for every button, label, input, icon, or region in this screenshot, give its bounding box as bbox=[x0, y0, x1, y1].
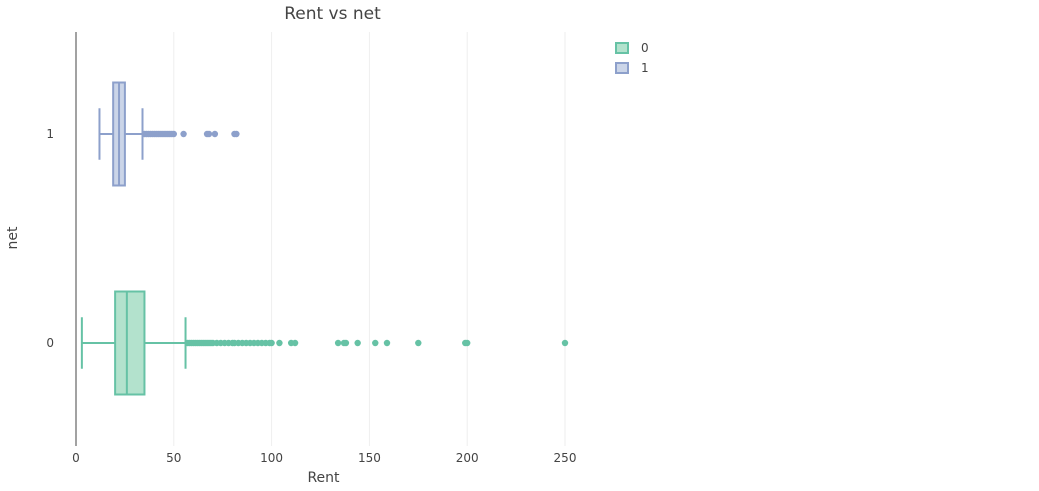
boxes-layer bbox=[80, 81, 569, 396]
legend-label-1: 1 bbox=[641, 61, 649, 75]
outlier-point-0-37 bbox=[372, 339, 379, 347]
outlier-point-0-32 bbox=[291, 339, 299, 347]
box-group-1 bbox=[98, 81, 240, 187]
outlier-point-0-36 bbox=[354, 339, 361, 347]
x-tick-label-0: 0 bbox=[72, 451, 80, 465]
box-iqr-0 bbox=[114, 290, 146, 396]
outlier-point-0-39 bbox=[415, 339, 422, 347]
x-axis-title: Rent bbox=[307, 470, 340, 486]
y-tick-label-0: 0 bbox=[46, 336, 54, 350]
y-axis-title: net bbox=[5, 226, 21, 250]
outlier-point-0-42 bbox=[561, 339, 569, 347]
legend-item-1[interactable]: 1 bbox=[615, 58, 649, 78]
x-tick-labels: 0 50 100 150 200 250 bbox=[72, 451, 576, 465]
outlier-point-1-19 bbox=[211, 130, 219, 138]
legend: 0 1 bbox=[615, 38, 649, 78]
outlier-point-1-18 bbox=[205, 130, 213, 138]
chart-title: Rent vs net bbox=[284, 4, 381, 24]
x-tick-label-150: 150 bbox=[358, 451, 381, 465]
legend-swatch-1 bbox=[615, 62, 629, 74]
outlier-point-0-35 bbox=[342, 339, 350, 347]
legend-swatch-0 bbox=[615, 42, 629, 54]
x-tick-label-200: 200 bbox=[456, 451, 479, 465]
box-group-0 bbox=[80, 290, 569, 396]
outlier-point-1-16 bbox=[180, 130, 187, 138]
outlier-point-0-38 bbox=[383, 339, 391, 347]
outlier-point-0-33 bbox=[334, 339, 342, 347]
legend-label-0: 0 bbox=[641, 41, 649, 55]
outlier-point-0-29 bbox=[268, 339, 275, 347]
x-tick-label-50: 50 bbox=[166, 451, 181, 465]
y-tick-label-1: 1 bbox=[46, 127, 54, 141]
outlier-point-0-41 bbox=[464, 339, 471, 347]
legend-item-0[interactable]: 0 bbox=[615, 38, 649, 58]
y-tick-labels: 01 bbox=[46, 127, 54, 350]
outlier-point-0-30 bbox=[276, 339, 283, 347]
x-tick-label-250: 250 bbox=[554, 451, 577, 465]
outlier-point-1-21 bbox=[233, 130, 240, 138]
gridlines bbox=[173, 32, 566, 446]
x-tick-label-100: 100 bbox=[260, 451, 283, 465]
outlier-point-1-15 bbox=[170, 130, 177, 138]
